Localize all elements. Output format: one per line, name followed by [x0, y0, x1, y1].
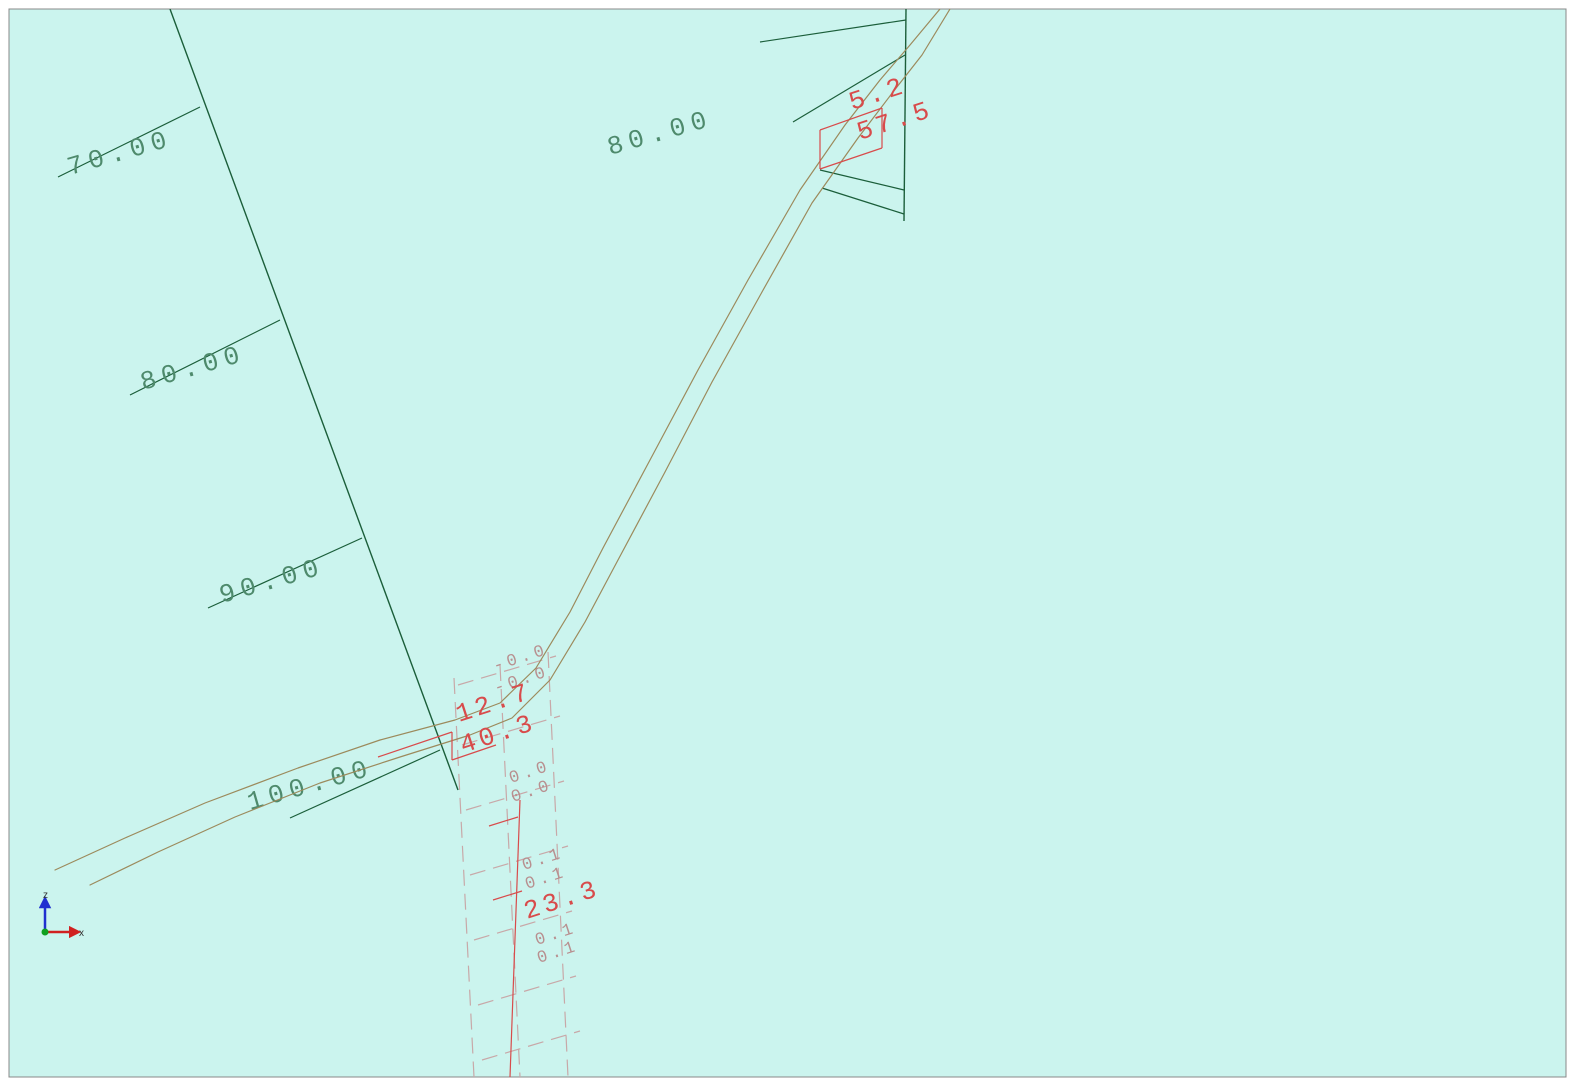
cad-viewport-container: -0.0-0.00.00.00.10.10.10.170.0080.0090.0…	[0, 0, 1575, 1091]
axis-z-label: z	[43, 890, 48, 901]
axis-x-label: x	[79, 928, 84, 939]
cad-viewport[interactable]: -0.0-0.00.00.00.10.10.10.170.0080.0090.0…	[0, 0, 1575, 1091]
axis-y-dot	[42, 929, 49, 936]
viewport-rect	[9, 9, 1566, 1077]
